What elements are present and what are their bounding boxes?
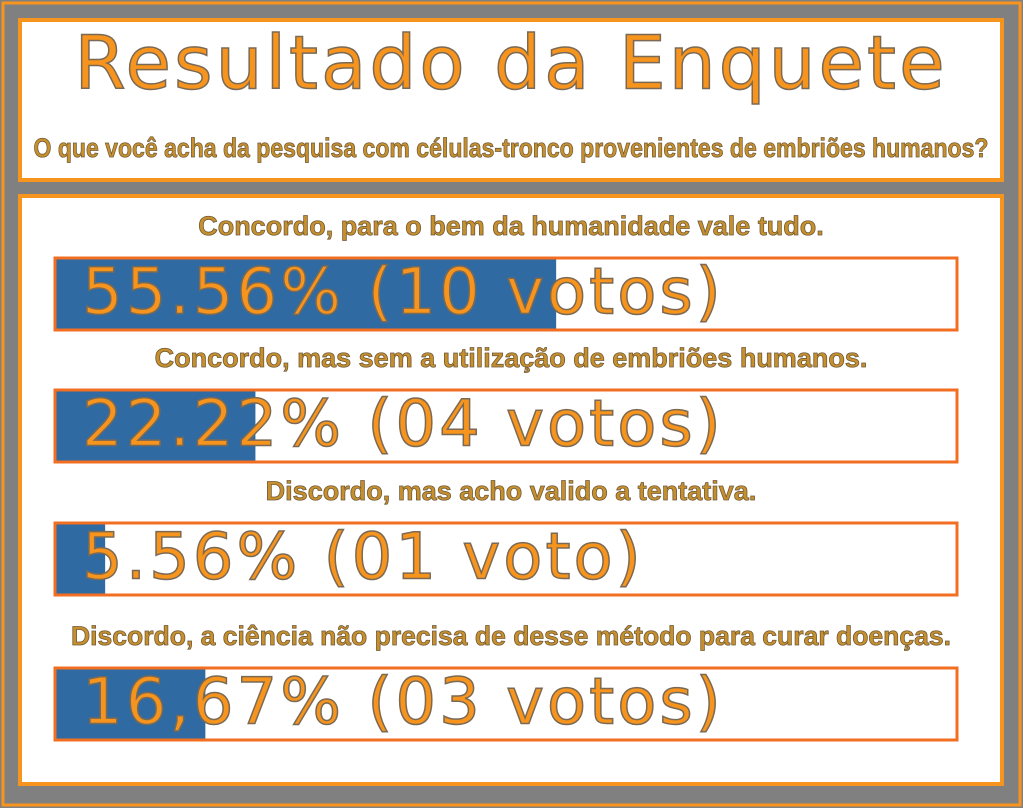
category-label: Concordo, para o bem da humanidade vale … xyxy=(198,211,824,241)
bar xyxy=(55,390,256,462)
chart-subtitle: O que você acha da pesquisa com células-… xyxy=(34,133,989,163)
value-label: 55.56% (10 votos) xyxy=(82,256,724,330)
value-label: 5.56% (01 voto) xyxy=(82,521,644,595)
category-label: Discordo, mas acho valido a tentativa. xyxy=(266,476,757,506)
bar-track xyxy=(53,666,959,742)
bar xyxy=(55,668,206,740)
chart-title: Resultado da Enquete xyxy=(74,21,947,107)
bar-track xyxy=(53,521,959,597)
bar xyxy=(55,258,557,330)
bar xyxy=(55,523,106,595)
bar-track xyxy=(53,388,959,464)
category-label: Discordo, a ciência não precisa de desse… xyxy=(71,621,951,651)
category-label: Concordo, mas sem a utilização de embriõ… xyxy=(155,343,868,373)
header-box xyxy=(18,18,1004,182)
value-label: 22.22% (04 votos) xyxy=(82,388,724,462)
value-label: 16,67% (03 votos) xyxy=(82,666,724,740)
bar-track xyxy=(53,256,959,332)
